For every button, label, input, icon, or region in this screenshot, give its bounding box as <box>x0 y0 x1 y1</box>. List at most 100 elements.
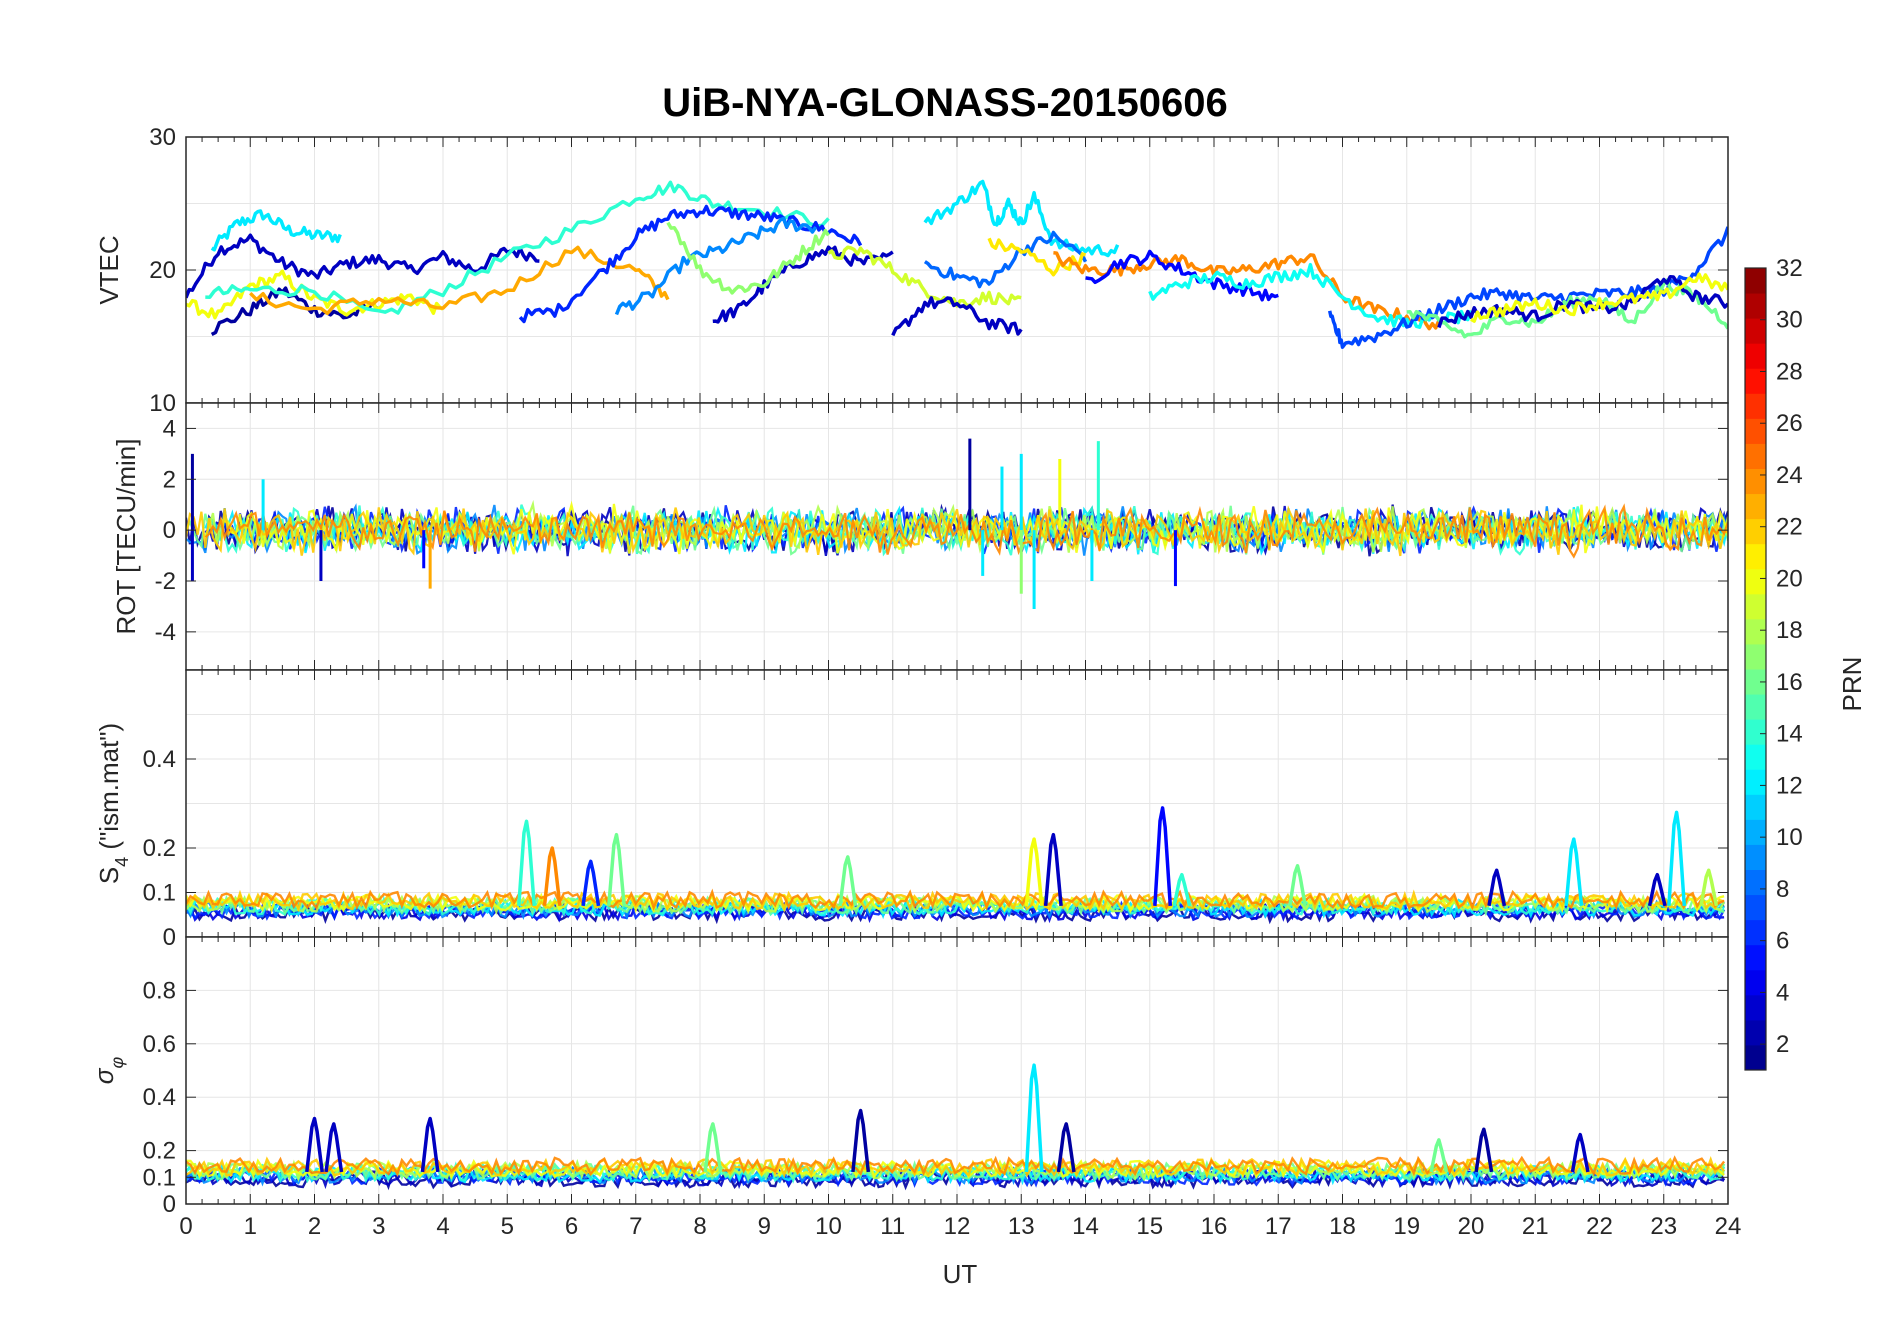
panel-sigma: 00.10.2 0.4 0.6 0.8 σφ <box>89 936 1729 1218</box>
y-tick-label: 0.2 <box>143 1138 176 1165</box>
x-tick-label: 12 <box>944 1213 971 1240</box>
s4-spike <box>542 846 562 907</box>
s4-spike <box>1564 837 1584 907</box>
colorbar-segment <box>1745 543 1766 570</box>
colorbar-segment <box>1745 694 1766 720</box>
x-tick-label: 13 <box>1008 1213 1035 1240</box>
colorbar-tick-label: 10 <box>1776 824 1803 851</box>
x-tick-label: 7 <box>629 1213 642 1240</box>
y-tick-label: 2 <box>163 466 176 493</box>
x-tick-label: 10 <box>815 1213 842 1240</box>
vtec-series-prn-9 <box>614 216 818 316</box>
colorbar-tick-label: 22 <box>1776 514 1803 541</box>
colorbar-segment <box>1745 443 1766 469</box>
y-tick-label: 0 <box>163 1191 176 1218</box>
y-tick-label: -2 <box>155 568 176 595</box>
y-axis-label-sub: φ <box>107 1057 127 1069</box>
chart-title: UiB-NYA-GLONASS-20150606 <box>662 81 1227 125</box>
colorbar-segment <box>1745 1044 1766 1071</box>
rot-series-prn-16 <box>186 505 1728 556</box>
x-tick-label: 5 <box>501 1213 514 1240</box>
colorbar-segment <box>1745 944 1766 971</box>
colorbar-segment <box>1745 844 1766 870</box>
colorbar-segment <box>1745 744 1766 770</box>
y-tick-label: 0.8 <box>143 977 176 1004</box>
vtec-series-prn-5 <box>1085 249 1279 302</box>
vtec-series-prn-3 <box>891 296 1023 337</box>
s4-spike <box>581 859 601 907</box>
vtec-series-prn-12 <box>923 179 1120 258</box>
colorbar-segment <box>1745 468 1766 495</box>
colorbar-segment <box>1745 1019 1766 1046</box>
colorbar-segment <box>1745 919 1766 946</box>
colorbar-segment <box>1745 418 1766 444</box>
sigma-spike <box>305 1116 324 1173</box>
s4-spike <box>1024 837 1044 907</box>
s4-spike <box>1288 864 1307 907</box>
x-tick-label: 23 <box>1650 1213 1677 1240</box>
x-tick-label: 19 <box>1393 1213 1420 1240</box>
vtec-series-prn-12 <box>210 209 342 252</box>
sigma-spike <box>1429 1138 1449 1173</box>
colorbar-tick-label: 14 <box>1776 721 1803 748</box>
s4-series-prn-14 <box>186 895 1725 918</box>
sigma-spike <box>1474 1127 1494 1173</box>
x-tick-label: 8 <box>693 1213 706 1240</box>
vtec-series-prn-19 <box>827 245 1022 308</box>
panel-rot: -4 -2 0 2 4 ROT [TECU/min] <box>111 402 1729 671</box>
x-tick-label: 3 <box>372 1213 385 1240</box>
s4-spike <box>1043 832 1063 907</box>
vtec-series-prn-21 <box>987 237 1087 277</box>
colorbar-segment <box>1745 493 1766 520</box>
sigma-spike <box>1024 1063 1044 1173</box>
colorbar-segment <box>1745 568 1766 595</box>
colorbar-tick-label: 32 <box>1776 255 1803 282</box>
panel-rot-data <box>186 438 1728 609</box>
vtec-series-prn-3 <box>712 245 894 324</box>
s4-spike <box>1667 810 1687 906</box>
colorbar-tick-label: 26 <box>1776 410 1803 437</box>
colorbar-segment <box>1745 819 1766 845</box>
vtec-series-prn-20 <box>1470 272 1728 323</box>
y-axis-label-sub: 4 <box>112 857 132 867</box>
y-axis-label-rest: ("ism.mat") <box>94 723 124 857</box>
x-tick-label: 21 <box>1522 1213 1549 1240</box>
vtec-series-prn-13 <box>1148 262 1473 329</box>
vtec-series-prn-2 <box>210 286 380 336</box>
colorbar-tick-label: 28 <box>1776 358 1803 385</box>
s4-spike <box>1172 872 1192 907</box>
y-tick-label: 0 <box>163 924 176 951</box>
colorbar-segment <box>1745 794 1766 820</box>
s4-spike <box>1699 868 1719 907</box>
colorbar-segment <box>1745 268 1766 294</box>
colorbar-segment <box>1745 869 1766 896</box>
colorbar-segment <box>1745 894 1766 921</box>
y-axis-label-vtec: VTEC <box>94 235 124 304</box>
x-axis-label: UT <box>943 1259 978 1289</box>
y-axis-label-main: σ <box>89 1067 119 1084</box>
colorbar-segment <box>1745 769 1766 795</box>
y-tick-label: 10 <box>149 390 176 417</box>
colorbar-tick-label: 16 <box>1776 669 1803 696</box>
colorbar-tick-label: 20 <box>1776 565 1803 592</box>
x-tick-label: 20 <box>1458 1213 1485 1240</box>
panel-sigma-data <box>186 1063 1726 1191</box>
colorbar-segment <box>1745 593 1766 620</box>
x-tick-label: 16 <box>1201 1213 1228 1240</box>
sigma-series-prn-24 <box>186 1155 1726 1177</box>
colorbar-frame <box>1744 267 1767 1071</box>
colorbar-segment <box>1745 643 1766 670</box>
x-tick-label: 14 <box>1072 1213 1099 1240</box>
colorbar-segment <box>1745 293 1766 319</box>
colorbar-segment <box>1745 969 1766 996</box>
panel-s4: 0 0.1 0.2 0.4 S4 ("ism.mat") <box>94 669 1729 951</box>
x-tick-label: 24 <box>1715 1213 1742 1240</box>
s4-spike <box>838 855 858 907</box>
x-tick-label: 18 <box>1329 1213 1356 1240</box>
vtec-series-prn-17 <box>666 221 830 295</box>
y-tick-label: 0.2 <box>143 835 176 862</box>
x-tick-label: 11 <box>880 1213 905 1240</box>
sigma-spike <box>324 1122 344 1173</box>
sigma-spike <box>420 1116 440 1173</box>
